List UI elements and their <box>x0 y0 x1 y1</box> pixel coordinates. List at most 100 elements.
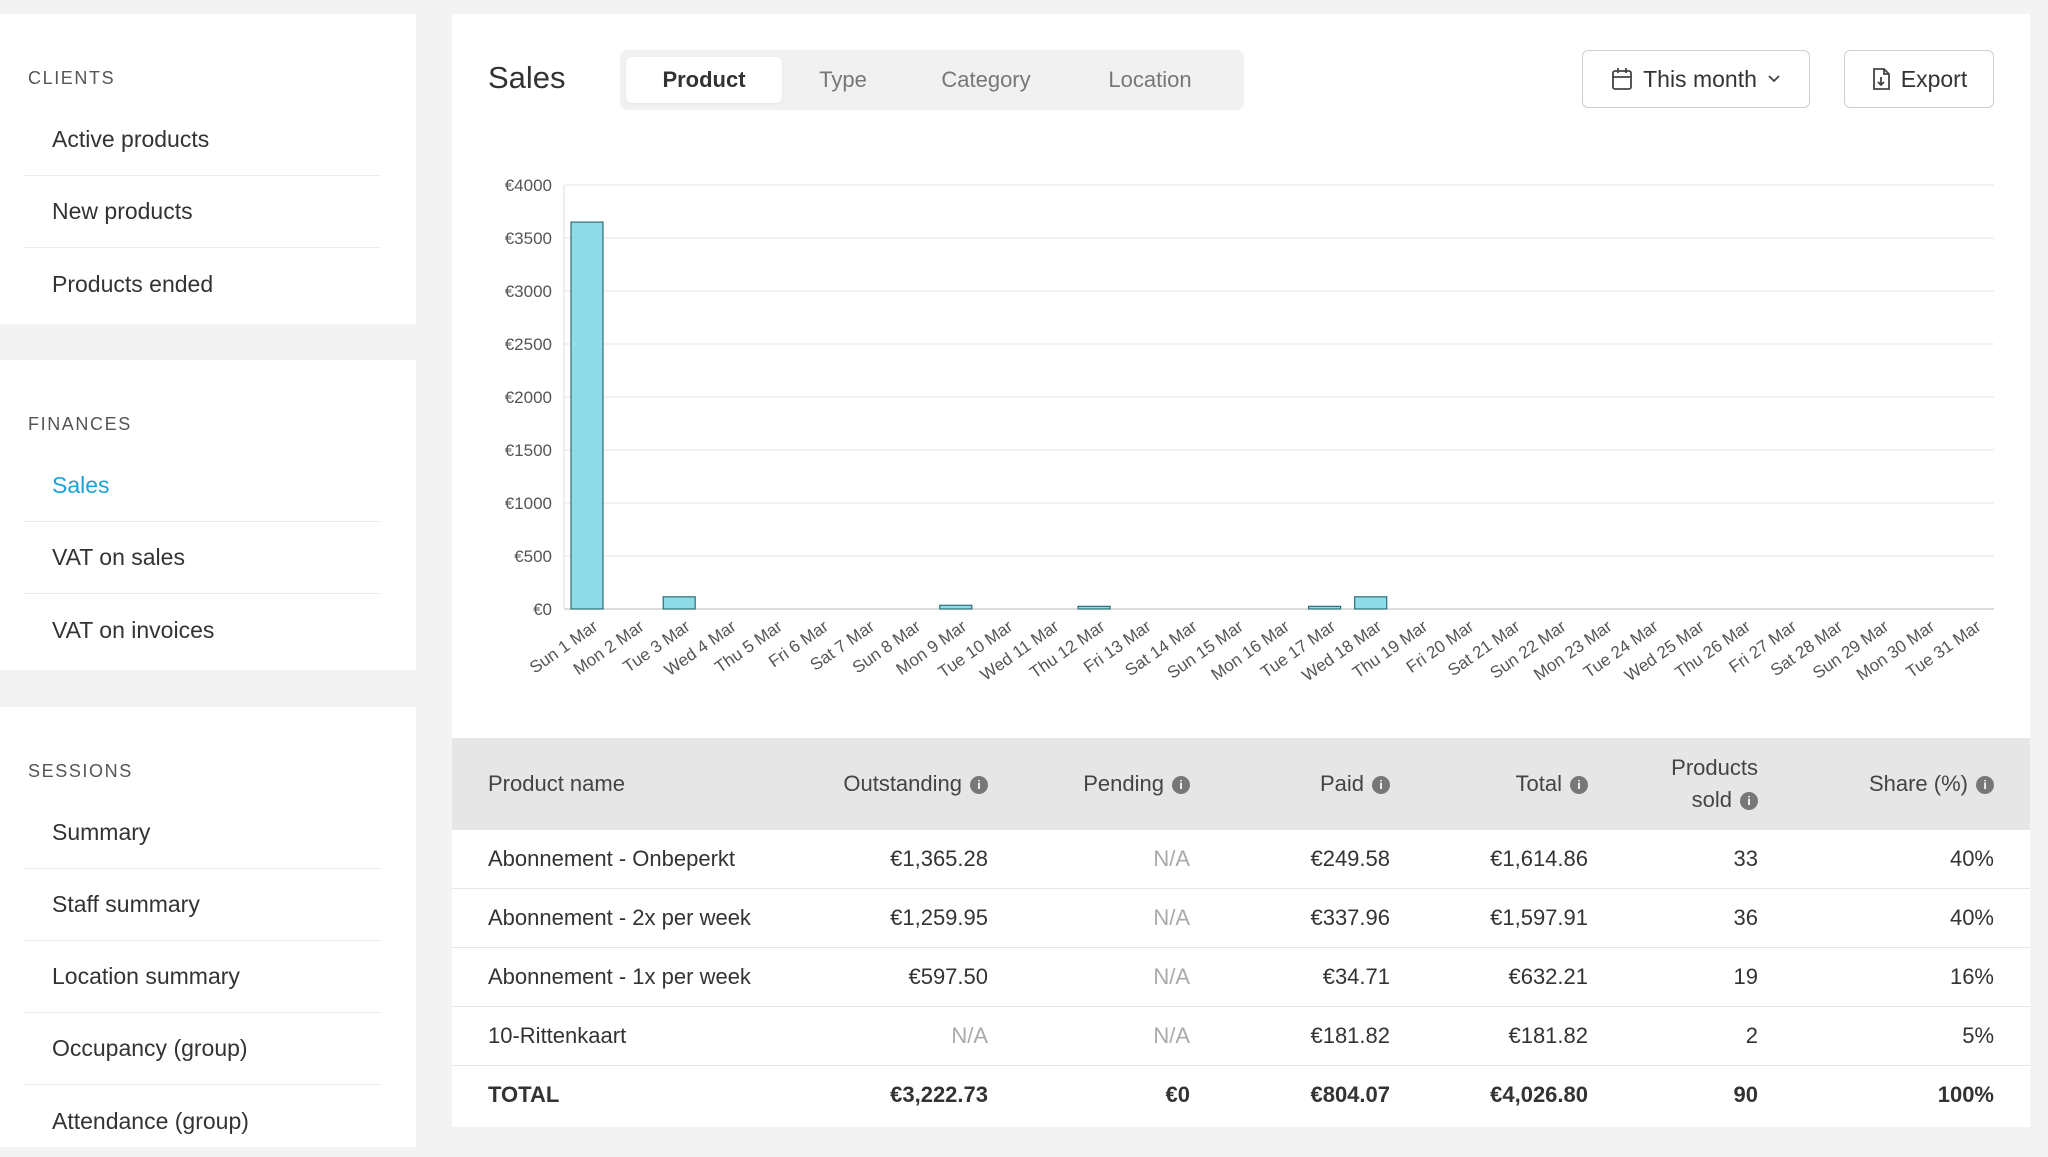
tab-category[interactable]: Category <box>941 67 1031 92</box>
sidebar-item-vat-on-sales[interactable]: VAT on sales <box>24 522 380 594</box>
column-header-product-name[interactable]: Product name <box>488 771 625 796</box>
export-label: Export <box>1900 65 1968 92</box>
cell-product-name: Abonnement - 2x per week <box>488 905 751 930</box>
cell-products-sold: 33 <box>1733 846 1758 871</box>
table-row: Abonnement - Onbeperkt €1,365.28 N/A €249.5… <box>452 830 2030 889</box>
cell-outstanding: €1,365.28 <box>890 846 988 871</box>
sidebar-item-vat-on-invoices[interactable]: VAT on invoices <box>52 616 215 643</box>
column-header-pending[interactable]: Pending i <box>1083 738 1190 830</box>
tab-location[interactable]: Location <box>1108 67 1192 92</box>
info-icon[interactable]: i <box>1570 776 1588 795</box>
info-icon[interactable]: i <box>1172 776 1190 795</box>
cell-products-sold: 36 <box>1733 905 1758 930</box>
cell-pending: N/A <box>1153 1023 1190 1048</box>
y-tick-label: €2000 <box>505 388 552 407</box>
column-header-share[interactable]: Share (%) i <box>1869 738 1994 830</box>
sessions-section: SESSIONS Summary Staff summary Location … <box>0 707 416 1147</box>
column-header-label: Total <box>1515 771 1562 796</box>
column-header-label: Paid <box>1319 771 1364 796</box>
cell-share: 16% <box>1949 964 1994 989</box>
cell-pending: €0 <box>1165 1082 1190 1107</box>
table-row: 10-Rittenkaart N/A N/A €181.82 €181.82 2 5% <box>452 1007 2030 1066</box>
column-header-paid[interactable]: Paid i <box>1320 738 1390 830</box>
cell-paid: €804.07 <box>1310 1082 1390 1107</box>
cell-outstanding: N/A <box>951 1023 988 1048</box>
info-icon[interactable]: i <box>1740 792 1758 811</box>
cell-total: €1,597.91 <box>1490 905 1588 930</box>
sidebar-item-location-summary[interactable]: Location summary <box>24 941 380 1013</box>
cell-product-name: 10-Rittenkaart <box>488 1023 627 1048</box>
table-header: Product name Outstanding i Pending i Paid i To… <box>452 738 2030 830</box>
info-icon[interactable]: i <box>1976 776 1994 795</box>
y-tick-label: €1000 <box>505 494 552 513</box>
cell-share: 40% <box>1949 846 1994 871</box>
sales-panel: Sales Product Type Category Location Thi… <box>452 14 2030 1127</box>
cell-paid: €249.58 <box>1310 846 1390 871</box>
tab-product[interactable]: Product <box>626 57 782 103</box>
y-tick-label: €1500 <box>505 441 552 460</box>
table-row: Abonnement - 1x per week €597.50 N/A €34.71… <box>452 948 2030 1007</box>
clients-section: CLIENTS Active products New products Pro… <box>0 14 416 324</box>
table-total-row: TOTAL €3,222.73 €0 €804.07 €4,026.80 90 100% <box>452 1066 2030 1125</box>
sidebar-item-products-ended[interactable]: Products ended <box>52 270 214 297</box>
sales-table: Product name Outstanding i Pending i Paid i To… <box>452 738 2030 1125</box>
info-icon[interactable]: i <box>970 776 988 795</box>
y-tick-label: €4000 <box>505 176 552 195</box>
info-icon[interactable]: i <box>1372 776 1390 795</box>
y-tick-label: €2500 <box>505 335 552 354</box>
sidebar-item-staff-summary[interactable]: Staff summary <box>24 869 380 941</box>
column-header-products-sold[interactable]: Products sold i <box>1671 738 1758 830</box>
cell-total: €632.21 <box>1508 964 1588 989</box>
y-tick-label: €500 <box>514 547 552 566</box>
chevron-down-icon <box>1767 74 1781 84</box>
bar[interactable] <box>1077 605 1111 610</box>
period-label: This month <box>1643 65 1757 92</box>
sidebar-item-new-products[interactable]: New products <box>24 176 380 248</box>
cell-product-name: Abonnement - 1x per week <box>488 964 751 989</box>
cell-total: €181.82 <box>1508 1023 1588 1048</box>
column-header-label: Share (%) <box>1868 771 1968 796</box>
column-header-label: Products <box>1671 755 1758 780</box>
column-header-label: sold <box>1691 787 1732 812</box>
cell-products-sold: 2 <box>1745 1023 1758 1048</box>
sidebar-item-occupancy-group[interactable]: Occupancy (group) <box>24 1013 380 1085</box>
cell-outstanding: €1,259.95 <box>890 905 988 930</box>
sidebar-item-summary[interactable]: Summary <box>24 797 380 869</box>
cell-products-sold: 19 <box>1733 964 1758 989</box>
cell-share: 5% <box>1962 1023 1994 1048</box>
cell-outstanding: €597.50 <box>908 964 988 989</box>
column-header-label: Outstanding <box>843 771 962 796</box>
cell-paid: €181.82 <box>1310 1023 1390 1048</box>
y-tick-label: €3500 <box>505 229 552 248</box>
bar[interactable] <box>662 596 696 610</box>
table-body: Abonnement - Onbeperkt €1,365.28 N/A €249.5… <box>452 830 2030 1125</box>
period-dropdown-button[interactable]: This month <box>1582 50 1810 108</box>
section-title: SESSIONS <box>28 761 133 781</box>
column-header-label: Pending <box>1083 771 1164 796</box>
sidebar-item-sales[interactable]: Sales <box>24 450 380 522</box>
y-tick-label: €0 <box>533 600 552 619</box>
cell-paid: €34.71 <box>1322 964 1390 989</box>
sidebar-item-active-products[interactable]: Active products <box>24 104 380 176</box>
cell-total: €4,026.80 <box>1490 1082 1588 1107</box>
cell-total: €1,614.86 <box>1490 846 1588 871</box>
cell-pending: N/A <box>1153 905 1190 930</box>
column-header-total[interactable]: Total i <box>1516 738 1588 830</box>
cell-pending: N/A <box>1153 964 1190 989</box>
cell-share: 40% <box>1949 905 1994 930</box>
bar[interactable] <box>570 221 604 610</box>
section-title: FINANCES <box>28 414 132 434</box>
column-header-outstanding[interactable]: Outstanding i <box>843 738 988 830</box>
section-title: CLIENTS <box>28 68 116 88</box>
cell-products-sold: 90 <box>1733 1082 1758 1107</box>
bar[interactable] <box>1307 605 1342 610</box>
cell-share: 100% <box>1937 1082 1994 1107</box>
sidebar-item-attendance-group[interactable]: Attendance (group) <box>52 1107 249 1134</box>
tab-type[interactable]: Type <box>819 67 867 92</box>
export-button[interactable]: Export <box>1844 50 1994 108</box>
tab-bar: Product Type Category Location <box>620 50 1244 110</box>
bar[interactable] <box>1354 596 1388 610</box>
bar[interactable] <box>939 604 973 610</box>
cell-outstanding: €3,222.73 <box>890 1082 988 1107</box>
sales-bar-chart: €0 €500 €1000 €1500 €2000 €2500 €3000 €3500 €400… <box>505 176 1994 685</box>
